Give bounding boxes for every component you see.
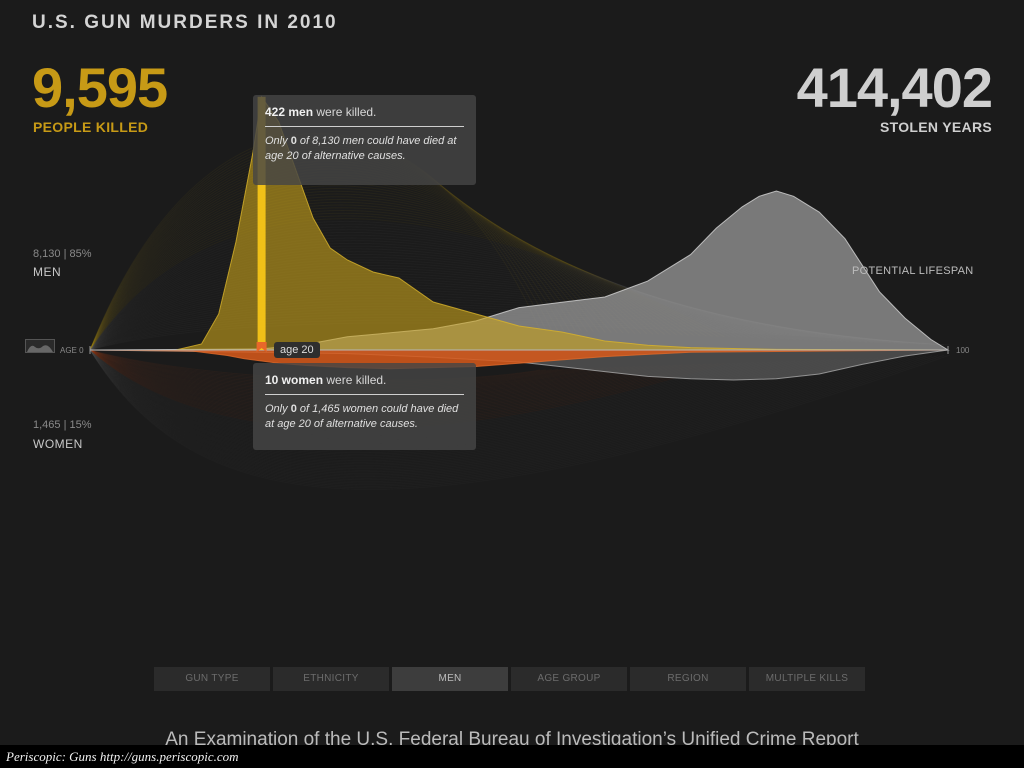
life-line — [89, 229, 749, 351]
men-tooltip-body: Only 0 of 8,130 men could have died at a… — [265, 134, 464, 164]
women-tooltip-body-pre: Only — [265, 403, 291, 415]
life-line — [89, 207, 701, 351]
axis-start-label: AGE 0 — [60, 346, 84, 355]
life-line — [89, 349, 903, 478]
mini-chart-thumbnail[interactable] — [25, 339, 55, 353]
life-line — [89, 349, 832, 458]
life-line — [89, 204, 695, 351]
women-tooltip-body-post: of 1,465 women could have died at age 20… — [265, 403, 459, 430]
tab-gun-type[interactable]: GUN TYPE — [154, 667, 270, 691]
selected-age-bar — [257, 96, 266, 350]
life-line — [89, 223, 737, 351]
men-killed-area — [90, 95, 949, 351]
life-line — [89, 349, 814, 454]
potential-lifespan-label: POTENTIAL LIFESPAN — [852, 265, 974, 277]
mini-chart-icon — [27, 345, 53, 352]
men-tooltip: 422 men were killed. Only 0 of 8,130 men… — [253, 95, 476, 185]
life-line — [89, 349, 844, 462]
life-line — [89, 349, 921, 482]
life-line — [89, 188, 660, 351]
life-line — [89, 349, 885, 473]
age-marker-label[interactable]: age 20 — [274, 342, 320, 358]
women-label: WOMEN — [33, 437, 83, 451]
life-line — [89, 185, 654, 351]
life-line — [89, 349, 838, 460]
life-line — [89, 215, 719, 351]
women-tooltip-body: Only 0 of 1,465 women could have died at… — [265, 402, 464, 432]
axis-end-label: 100 — [956, 346, 970, 355]
life-line — [89, 349, 808, 452]
life-line — [89, 349, 909, 479]
men-tooltip-body-num: 0 — [290, 135, 297, 147]
men-label: MEN — [33, 265, 62, 279]
life-line — [89, 349, 927, 484]
men-tooltip-body-post: of 8,130 men could have died at age 20 o… — [265, 135, 457, 162]
life-line — [89, 349, 891, 474]
life-line — [89, 232, 755, 351]
life-line — [89, 349, 856, 465]
women-tooltip-divider — [265, 394, 464, 395]
source-credit: Periscopic: Guns http://guns.periscopic.… — [0, 745, 1024, 768]
men-tooltip-head: 422 men were killed. — [265, 105, 464, 119]
life-line — [89, 349, 850, 463]
tab-men[interactable]: MEN — [392, 667, 508, 691]
life-line — [89, 237, 766, 351]
life-line — [89, 199, 683, 351]
life-line — [89, 221, 731, 351]
tab-ethnicity[interactable]: ETHNICITY — [273, 667, 389, 691]
people-killed-label: PEOPLE KILLED — [33, 119, 149, 135]
life-line — [89, 349, 873, 470]
life-line — [89, 196, 677, 351]
life-line — [89, 201, 689, 351]
life-line — [89, 349, 862, 466]
life-line — [89, 349, 879, 471]
tab-multiple-kills[interactable]: MULTIPLE KILLS — [749, 667, 865, 691]
life-line — [89, 349, 939, 487]
chart-title: U.S. GUN MURDERS IN 2010 — [32, 12, 338, 33]
tab-age-group[interactable]: AGE GROUP — [511, 667, 627, 691]
women-tooltip-head-rest: were killed. — [323, 373, 387, 387]
men-tooltip-body-pre: Only — [265, 135, 291, 147]
women-tooltip: 10 women were killed. Only 0 of 1,465 wo… — [253, 363, 476, 450]
life-line — [89, 349, 897, 476]
men-tooltip-divider — [265, 126, 464, 127]
life-line — [89, 349, 933, 486]
life-line — [89, 218, 725, 351]
life-line — [89, 349, 826, 457]
life-line — [89, 349, 820, 455]
life-line — [89, 234, 761, 351]
life-line — [89, 210, 707, 351]
women-tooltip-body-num: 0 — [290, 403, 297, 415]
people-killed-count: 9,595 — [32, 56, 168, 119]
women-tooltip-head: 10 women were killed. — [265, 373, 464, 387]
stolen-years-count: 414,402 — [796, 56, 993, 119]
women-stat: 1,465 | 15% — [33, 419, 92, 431]
tab-region[interactable]: REGION — [630, 667, 746, 691]
men-stat: 8,130 | 85% — [33, 248, 92, 260]
filter-tabs: GUN TYPE ETHNICITY MEN AGE GROUP REGION … — [154, 667, 865, 691]
selected-age-marker — [256, 342, 267, 352]
men-tooltip-count: 422 men — [265, 105, 314, 119]
women-tooltip-count: 10 women — [265, 373, 324, 387]
life-line — [89, 212, 713, 351]
men-tooltip-head-rest: were killed. — [313, 105, 377, 119]
life-line — [89, 349, 867, 468]
page-subtitle: An Examination of the U.S. Federal Burea… — [165, 729, 859, 750]
life-line — [89, 349, 951, 490]
life-line — [89, 349, 945, 489]
life-line — [89, 193, 672, 351]
life-line — [89, 226, 743, 351]
life-line — [89, 349, 915, 481]
life-line — [89, 190, 666, 351]
stolen-years-label: STOLEN YEARS — [880, 119, 992, 135]
